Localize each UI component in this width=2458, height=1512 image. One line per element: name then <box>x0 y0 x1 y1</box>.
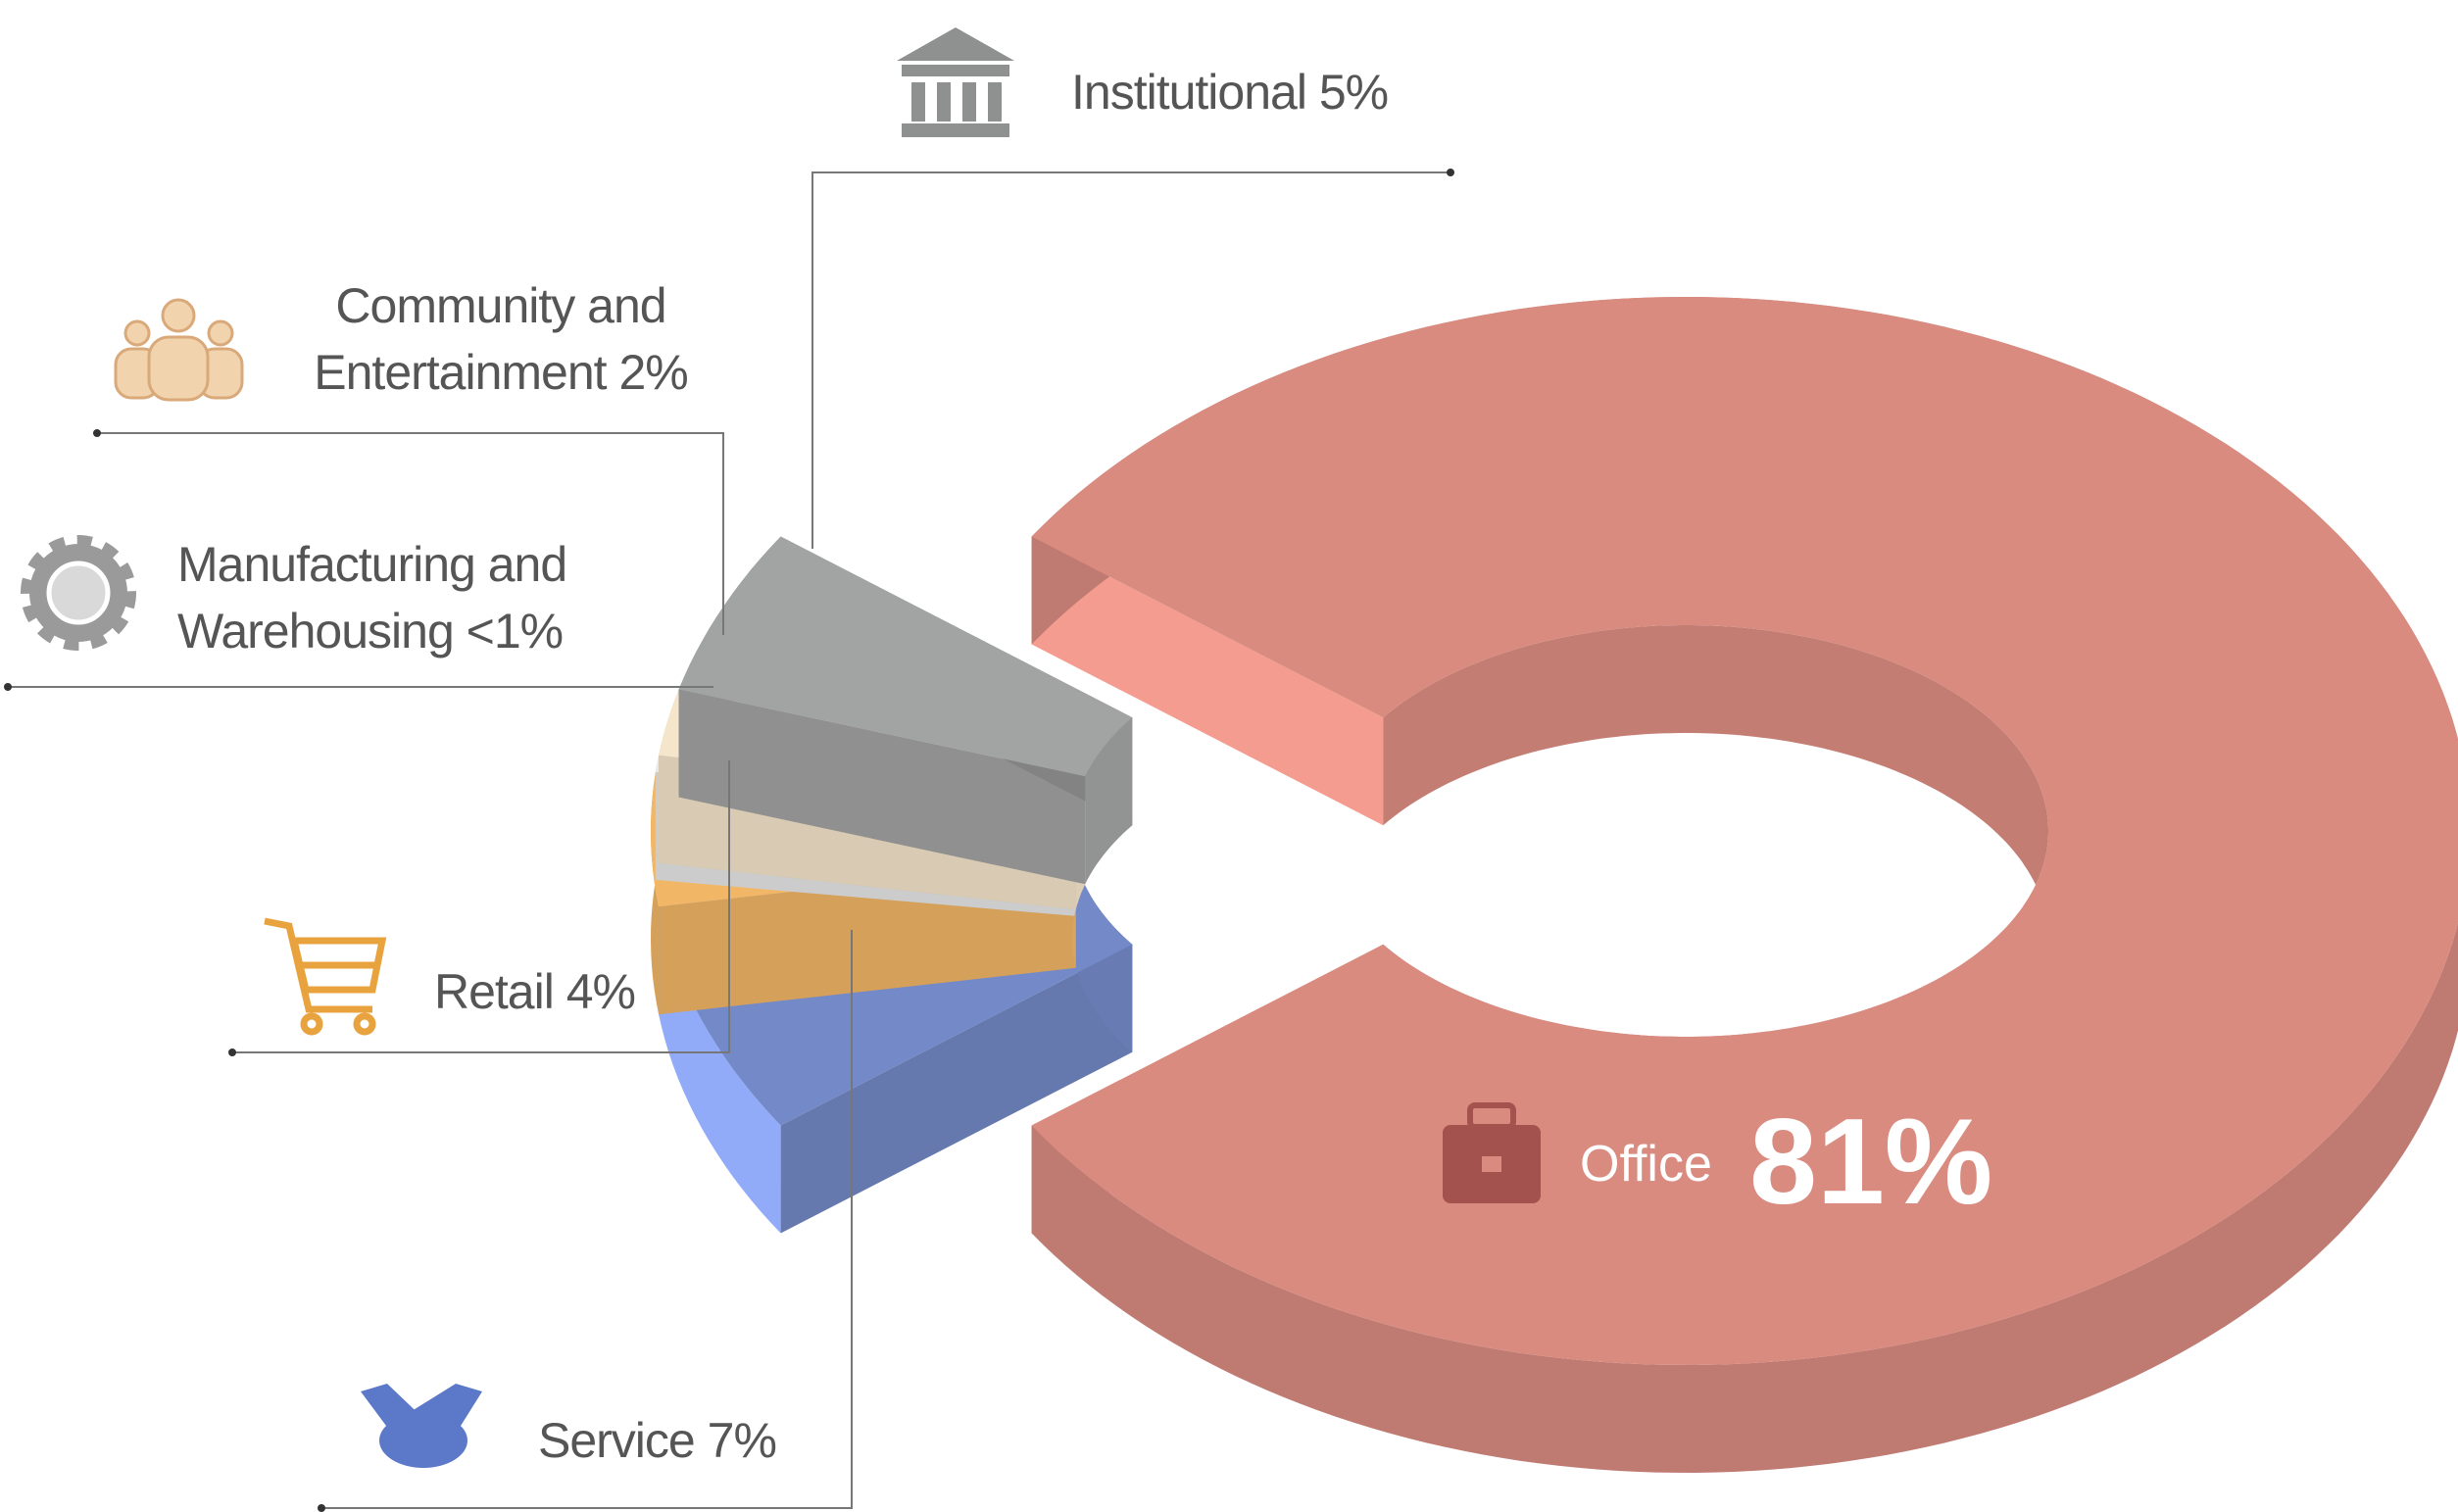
office-label: Office <box>1580 1136 1712 1193</box>
slice-side <box>1072 807 1076 968</box>
slice <box>678 536 1133 777</box>
category: Institutional <box>1071 65 1307 120</box>
slice-cap <box>1031 536 1384 826</box>
value-label: 4% <box>565 964 636 1019</box>
leader-line <box>232 760 730 1053</box>
label: Institutional 5% <box>1071 59 1389 125</box>
donut <box>651 297 2458 1473</box>
label: Community and Entertainment 2% <box>290 272 712 406</box>
leader-dot <box>1447 169 1454 176</box>
slice-side <box>1085 717 1133 885</box>
label: Retail 4% <box>434 958 636 1025</box>
icon-gear <box>21 535 136 651</box>
slice-cap <box>678 689 1086 885</box>
icon-cart <box>264 917 387 1036</box>
leader-line <box>811 171 1450 549</box>
slice-side <box>655 755 660 880</box>
icon-community <box>114 298 244 402</box>
value-label: 2% <box>618 345 688 400</box>
leader-dot <box>4 683 12 691</box>
label: Manufacturing and Warehousing <1% <box>177 531 609 664</box>
value-label: 5% <box>1318 65 1389 120</box>
office-value: 81% <box>1749 1095 1992 1230</box>
leader-line <box>97 432 724 635</box>
category: Community and Entertainment <box>314 278 666 400</box>
category: Retail <box>434 964 555 1019</box>
leader-dot <box>93 429 101 437</box>
leader-line <box>321 930 853 1509</box>
slice <box>1031 297 2458 1365</box>
leaders <box>4 169 1454 1512</box>
icon-institutional <box>897 27 1014 137</box>
label: Service 7% <box>538 1407 777 1474</box>
icon-briefcase <box>1443 1102 1541 1203</box>
leader-dot <box>228 1049 236 1056</box>
leader-dot <box>318 1504 325 1512</box>
value-label: 7% <box>707 1413 777 1468</box>
category: Manufacturing and Warehousing <box>177 537 567 658</box>
slice-side <box>659 906 781 1234</box>
icon-handshake <box>361 1384 482 1468</box>
slice-cap <box>780 944 1133 1234</box>
value-label: <1% <box>466 604 564 658</box>
category: Service <box>538 1413 696 1468</box>
